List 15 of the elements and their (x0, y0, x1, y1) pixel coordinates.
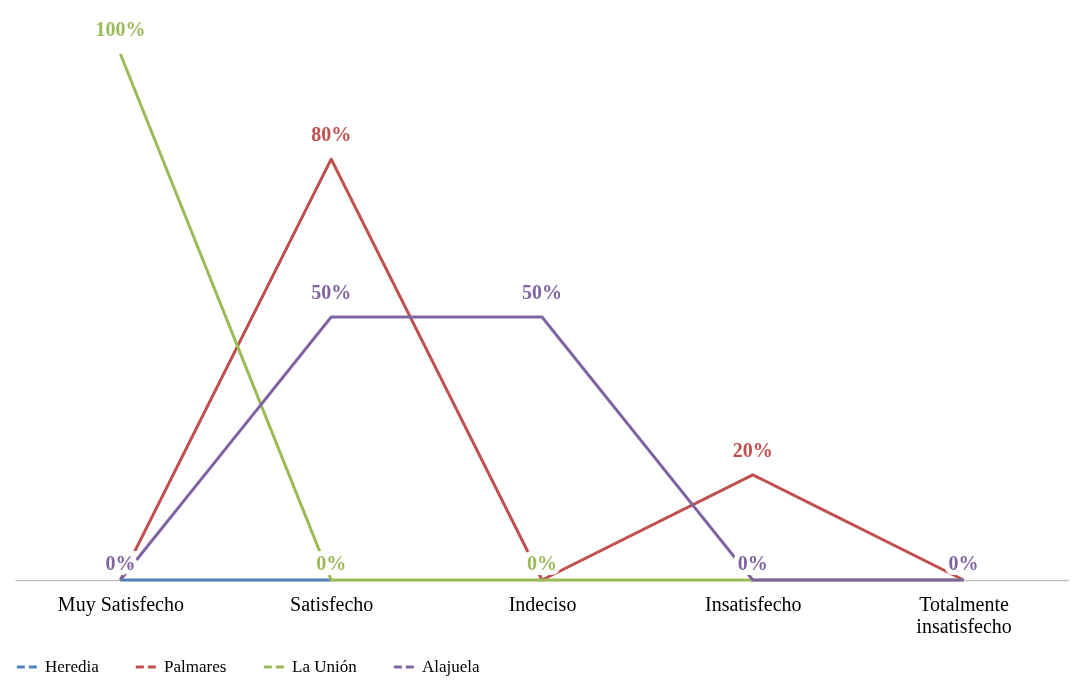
data-label: 20% (732, 438, 773, 461)
legend-label: Heredia (45, 657, 100, 676)
data-label: 50% (311, 281, 352, 303)
legend-label: La Unión (292, 657, 358, 676)
x-tick-label: Insatisfecho (704, 592, 802, 615)
x-tick-label: Satisfecho (290, 592, 374, 615)
data-label: 100% (95, 18, 146, 40)
data-label: 0% (948, 552, 979, 574)
data-label: 50% (522, 281, 562, 303)
x-tick-label: Totalmente insatisfecho (916, 592, 1012, 637)
data-label: 80% (311, 123, 352, 146)
legend-label: Palmares (164, 657, 227, 676)
legend-label: Alajuela (422, 657, 481, 676)
x-tick-label: Indeciso (508, 592, 577, 615)
x-tick-label: Muy Satisfecho (57, 592, 184, 616)
